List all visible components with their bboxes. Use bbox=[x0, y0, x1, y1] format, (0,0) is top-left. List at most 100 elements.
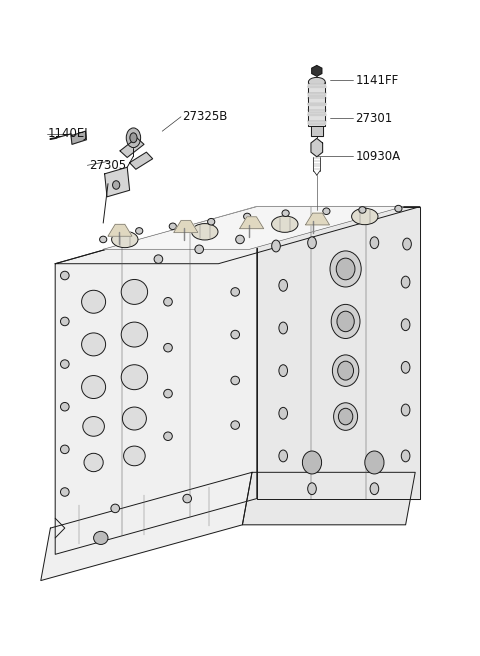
Polygon shape bbox=[174, 220, 198, 232]
Ellipse shape bbox=[309, 77, 325, 87]
Polygon shape bbox=[71, 131, 86, 144]
Ellipse shape bbox=[302, 451, 322, 474]
Polygon shape bbox=[305, 213, 329, 225]
Ellipse shape bbox=[337, 311, 354, 332]
Ellipse shape bbox=[323, 208, 330, 215]
Ellipse shape bbox=[112, 180, 120, 190]
Ellipse shape bbox=[207, 218, 215, 225]
Ellipse shape bbox=[336, 258, 355, 280]
Ellipse shape bbox=[351, 208, 378, 224]
Ellipse shape bbox=[401, 361, 410, 373]
Ellipse shape bbox=[124, 446, 145, 466]
Ellipse shape bbox=[84, 453, 103, 472]
Ellipse shape bbox=[272, 240, 280, 252]
Ellipse shape bbox=[231, 330, 240, 338]
Ellipse shape bbox=[111, 504, 120, 513]
Text: 1141FF: 1141FF bbox=[355, 73, 398, 87]
Polygon shape bbox=[242, 472, 415, 525]
Polygon shape bbox=[309, 121, 325, 124]
Ellipse shape bbox=[121, 279, 148, 304]
Ellipse shape bbox=[401, 404, 410, 416]
Ellipse shape bbox=[83, 417, 105, 436]
Polygon shape bbox=[309, 102, 325, 105]
Text: 27325B: 27325B bbox=[182, 110, 228, 123]
Ellipse shape bbox=[334, 403, 358, 430]
Ellipse shape bbox=[332, 355, 359, 386]
Ellipse shape bbox=[82, 290, 106, 314]
Ellipse shape bbox=[272, 216, 298, 232]
Ellipse shape bbox=[279, 279, 288, 291]
Ellipse shape bbox=[60, 359, 69, 369]
Ellipse shape bbox=[308, 237, 316, 249]
Ellipse shape bbox=[279, 365, 288, 377]
Ellipse shape bbox=[135, 228, 143, 234]
Ellipse shape bbox=[60, 272, 69, 280]
Polygon shape bbox=[309, 82, 325, 126]
Polygon shape bbox=[120, 138, 144, 157]
Ellipse shape bbox=[279, 407, 288, 419]
Text: 27301: 27301 bbox=[355, 112, 393, 125]
Ellipse shape bbox=[169, 223, 176, 230]
Ellipse shape bbox=[164, 389, 172, 398]
Ellipse shape bbox=[111, 232, 138, 247]
Ellipse shape bbox=[401, 450, 410, 462]
Polygon shape bbox=[257, 207, 420, 499]
Ellipse shape bbox=[401, 276, 410, 288]
Polygon shape bbox=[108, 224, 132, 236]
Polygon shape bbox=[311, 138, 323, 157]
Ellipse shape bbox=[130, 133, 137, 142]
Ellipse shape bbox=[60, 488, 69, 496]
Polygon shape bbox=[105, 167, 130, 197]
Ellipse shape bbox=[60, 445, 69, 454]
Ellipse shape bbox=[282, 210, 289, 216]
Ellipse shape bbox=[231, 377, 240, 384]
Polygon shape bbox=[55, 207, 420, 264]
Ellipse shape bbox=[359, 207, 366, 213]
Polygon shape bbox=[311, 126, 323, 136]
Ellipse shape bbox=[370, 237, 379, 249]
Ellipse shape bbox=[279, 450, 288, 462]
Ellipse shape bbox=[154, 255, 163, 263]
Ellipse shape bbox=[100, 236, 107, 243]
Ellipse shape bbox=[308, 483, 316, 495]
Ellipse shape bbox=[401, 319, 410, 331]
Ellipse shape bbox=[370, 483, 379, 495]
Ellipse shape bbox=[121, 365, 148, 390]
Ellipse shape bbox=[164, 297, 172, 306]
Ellipse shape bbox=[365, 451, 384, 474]
Polygon shape bbox=[55, 207, 257, 554]
Ellipse shape bbox=[331, 304, 360, 338]
Ellipse shape bbox=[122, 407, 146, 430]
Ellipse shape bbox=[403, 238, 411, 250]
Ellipse shape bbox=[60, 317, 69, 325]
Ellipse shape bbox=[337, 361, 353, 380]
Ellipse shape bbox=[94, 531, 108, 544]
Ellipse shape bbox=[164, 432, 172, 441]
Polygon shape bbox=[309, 112, 325, 115]
Text: 10930A: 10930A bbox=[355, 150, 400, 163]
Ellipse shape bbox=[338, 408, 353, 425]
Ellipse shape bbox=[279, 322, 288, 334]
Polygon shape bbox=[309, 84, 325, 87]
Text: 1140EJ: 1140EJ bbox=[48, 127, 89, 140]
Ellipse shape bbox=[330, 251, 361, 287]
Text: 27305: 27305 bbox=[89, 159, 126, 172]
Polygon shape bbox=[130, 152, 153, 169]
Ellipse shape bbox=[82, 375, 106, 399]
Ellipse shape bbox=[164, 344, 172, 352]
Ellipse shape bbox=[244, 213, 251, 220]
Ellipse shape bbox=[231, 287, 240, 296]
Ellipse shape bbox=[82, 333, 106, 356]
Polygon shape bbox=[309, 93, 325, 96]
Ellipse shape bbox=[183, 495, 192, 502]
Polygon shape bbox=[312, 66, 322, 76]
Polygon shape bbox=[240, 217, 264, 229]
Ellipse shape bbox=[60, 402, 69, 411]
Ellipse shape bbox=[121, 322, 148, 347]
Ellipse shape bbox=[395, 205, 402, 212]
Ellipse shape bbox=[236, 235, 244, 243]
Ellipse shape bbox=[195, 245, 204, 254]
Ellipse shape bbox=[126, 128, 141, 148]
Ellipse shape bbox=[192, 224, 218, 240]
Polygon shape bbox=[103, 207, 403, 249]
